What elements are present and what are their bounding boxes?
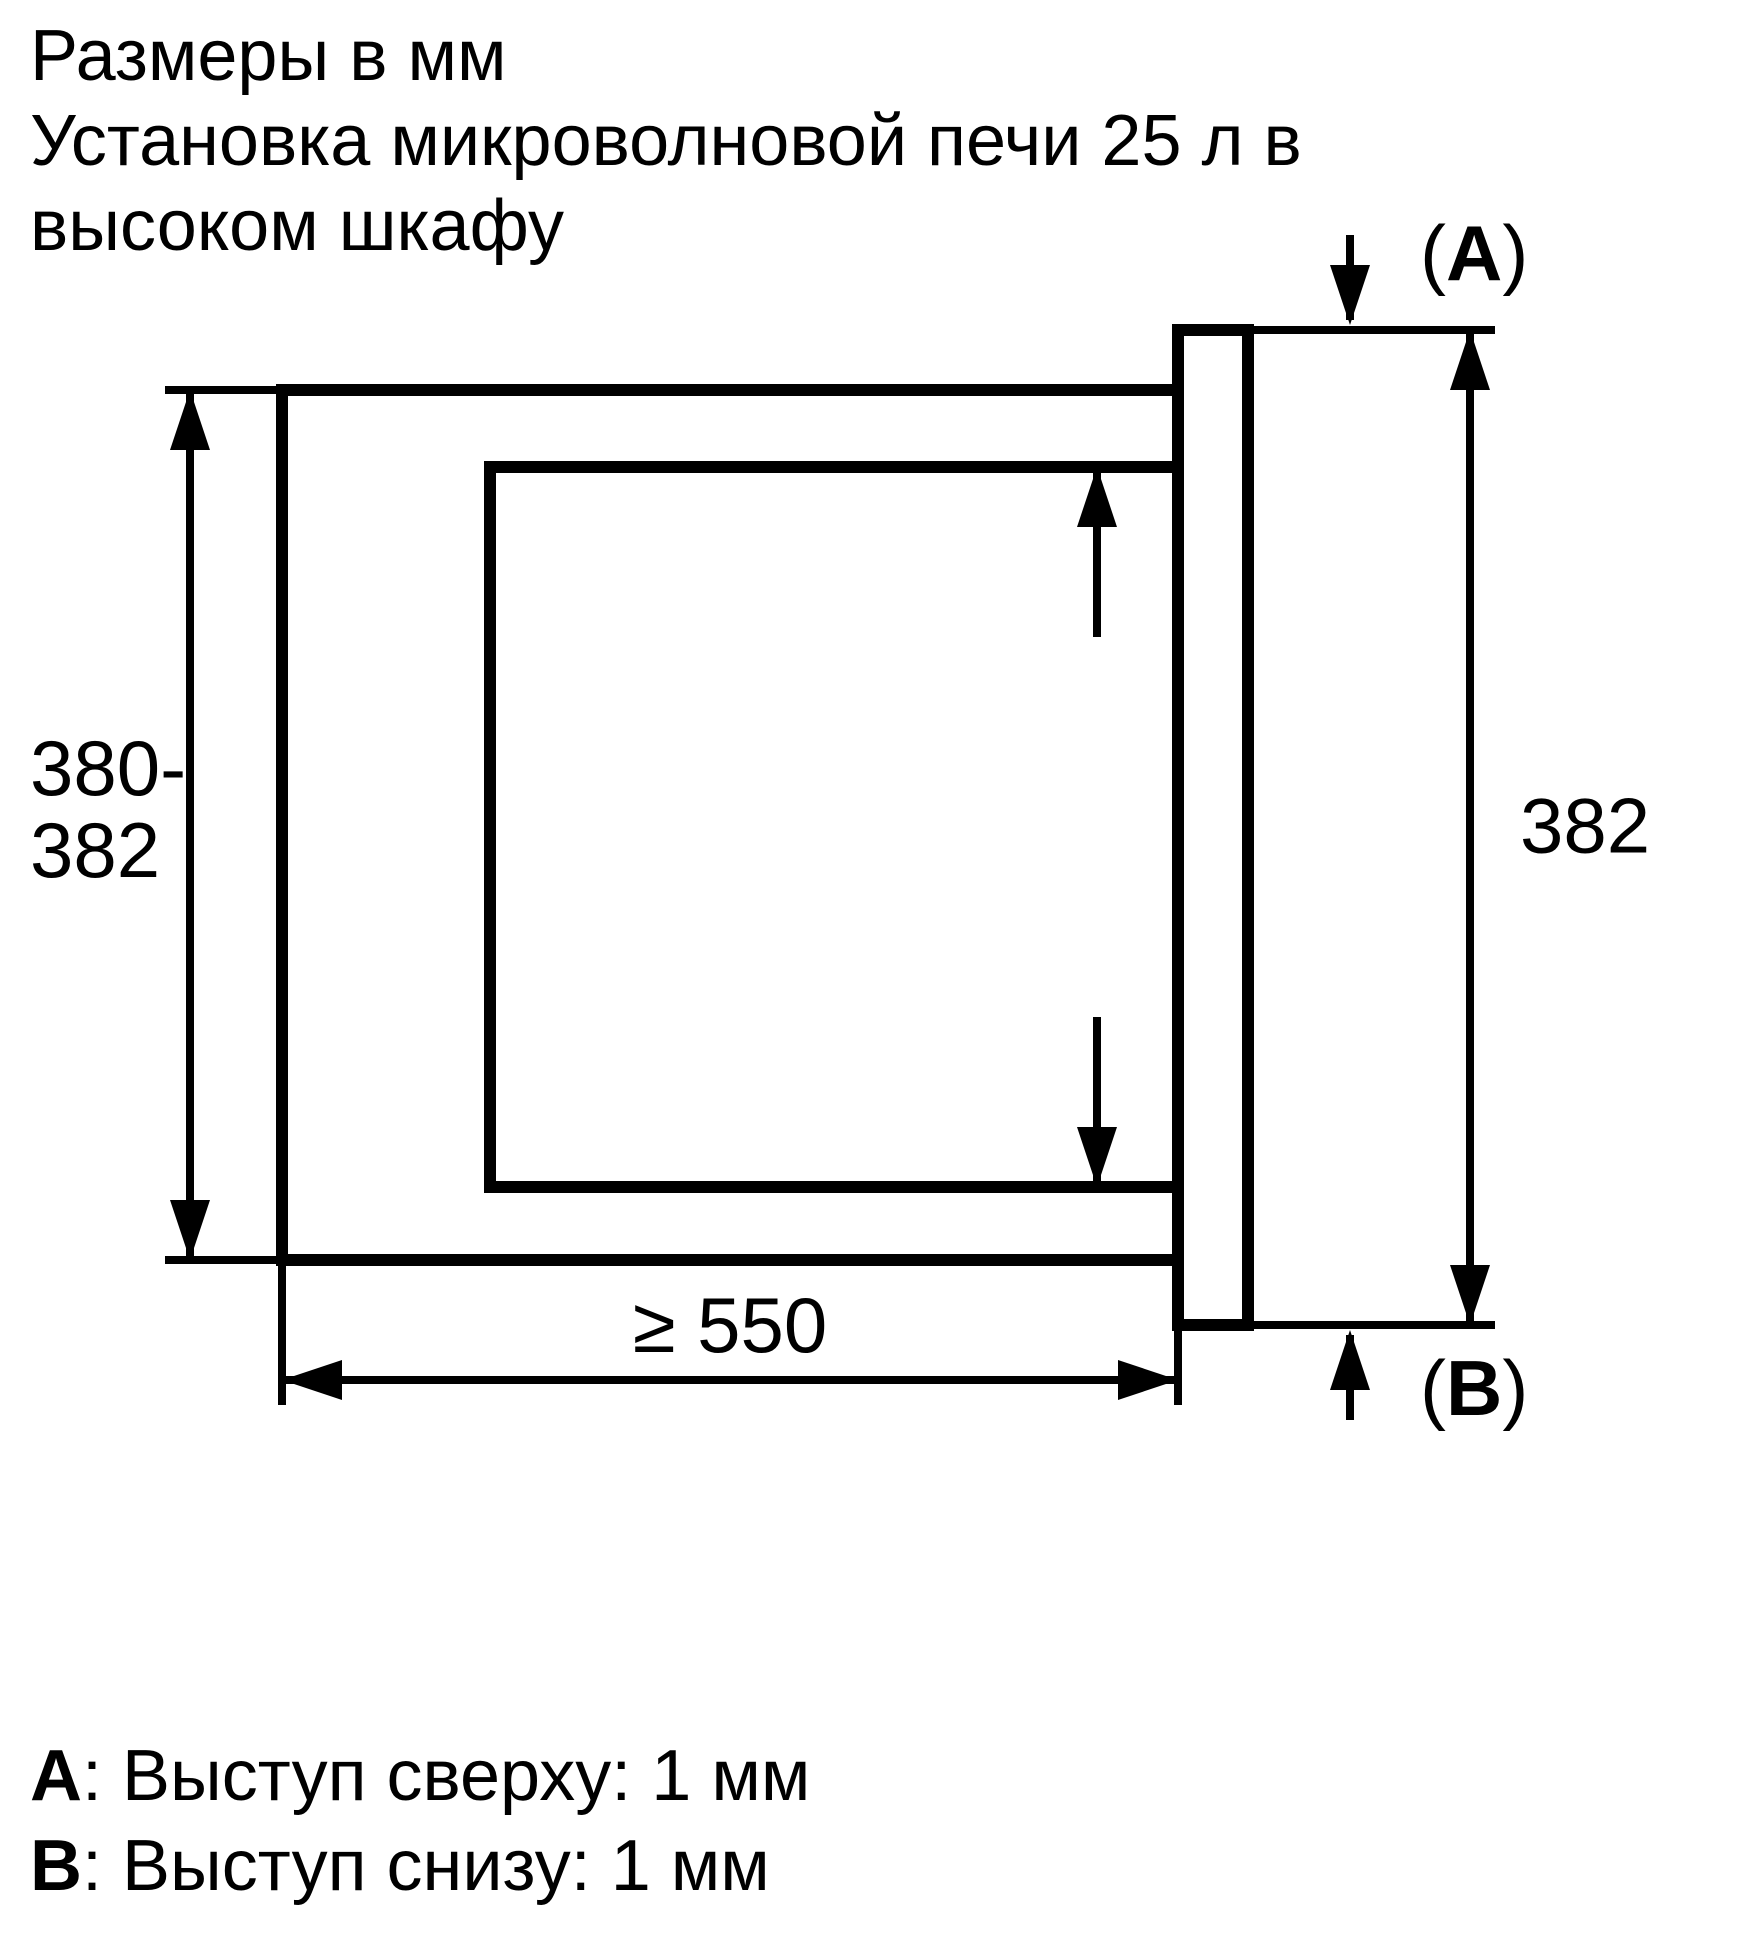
marker-b: (B) [1420, 1344, 1528, 1432]
cabinet-outline [282, 390, 1178, 1260]
dim-height-left: 380-382 [30, 724, 186, 894]
header-line: Установка микроволновой печи 25 л в [30, 101, 1302, 181]
technical-diagram: { "header": { "line1": "Размеры в мм", "… [0, 0, 1740, 1943]
header-line: Размеры в мм [30, 16, 506, 96]
header-line: высоком шкафу [30, 186, 564, 266]
marker-a: (A) [1420, 209, 1528, 297]
front-panel [1178, 330, 1248, 1325]
legend-a: A: Выступ сверху: 1 мм [30, 1736, 810, 1816]
dim-height-right: 382 [1520, 782, 1650, 870]
legend-b: B: Выступ снизу: 1 мм [30, 1826, 770, 1906]
appliance-outline [490, 467, 1177, 1187]
dim-depth: ≥ 550 [633, 1281, 828, 1369]
